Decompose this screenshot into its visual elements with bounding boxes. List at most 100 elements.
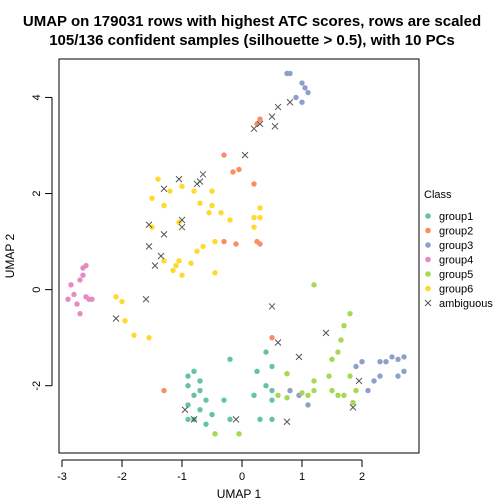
legend-item-group3: group3 bbox=[425, 240, 473, 252]
point-group6 bbox=[122, 318, 128, 324]
point-group1 bbox=[251, 392, 257, 399]
point-group1 bbox=[185, 402, 191, 408]
point-group4 bbox=[65, 296, 71, 302]
point-group3 bbox=[305, 402, 311, 408]
point-group3 bbox=[401, 368, 407, 375]
point-group1 bbox=[221, 397, 227, 403]
point-group6 bbox=[161, 258, 167, 264]
point-group6 bbox=[113, 294, 119, 300]
point-group2 bbox=[257, 241, 263, 247]
point-group4 bbox=[71, 291, 77, 298]
point-ambiguous bbox=[145, 243, 153, 250]
point-group3 bbox=[353, 363, 359, 370]
point-group1 bbox=[203, 397, 209, 403]
point-group6 bbox=[191, 188, 197, 194]
point-group2 bbox=[236, 166, 242, 173]
point-ambiguous bbox=[256, 120, 264, 128]
point-ambiguous bbox=[160, 231, 168, 238]
legend-marker bbox=[425, 227, 431, 234]
legend-label: ambiguous bbox=[439, 298, 493, 310]
point-group5 bbox=[353, 387, 359, 394]
y-tick-label: 0 bbox=[31, 287, 43, 293]
legend: Class group1 group2 group3 group4 group5 group… bbox=[424, 189, 493, 310]
point-group4 bbox=[89, 296, 95, 302]
legend-item-group2: group2 bbox=[425, 226, 473, 238]
point-ambiguous bbox=[151, 262, 159, 269]
point-group5 bbox=[338, 337, 344, 343]
point-ambiguous bbox=[178, 216, 186, 224]
point-group2 bbox=[161, 387, 167, 394]
point-group3 bbox=[302, 85, 308, 91]
point-group3 bbox=[401, 354, 407, 360]
point-group6 bbox=[176, 258, 182, 264]
point-group5 bbox=[311, 378, 317, 384]
point-group1 bbox=[197, 378, 203, 384]
y-tick-label: 2 bbox=[31, 190, 43, 196]
point-group6 bbox=[212, 270, 218, 276]
point-group4 bbox=[68, 282, 74, 288]
point-ambiguous bbox=[268, 303, 276, 310]
point-group5 bbox=[326, 373, 332, 379]
point-group3 bbox=[359, 359, 365, 365]
point-group5 bbox=[236, 431, 242, 437]
point-group5 bbox=[212, 431, 218, 437]
point-group1 bbox=[269, 397, 275, 403]
point-group6 bbox=[173, 262, 179, 269]
point-group6 bbox=[206, 210, 212, 216]
point-group5 bbox=[341, 322, 347, 329]
point-group3 bbox=[293, 94, 299, 101]
point-ambiguous bbox=[268, 113, 276, 121]
point-group6 bbox=[212, 238, 218, 245]
point-group5 bbox=[350, 399, 356, 406]
x-tick-label: 0 bbox=[239, 471, 245, 483]
data-points bbox=[65, 70, 407, 437]
point-group3 bbox=[287, 387, 293, 394]
legend-marker bbox=[425, 271, 431, 277]
point-group6 bbox=[167, 188, 173, 194]
y-axis-label: UMAP 2 bbox=[3, 233, 17, 278]
point-group4 bbox=[77, 277, 83, 283]
point-group2 bbox=[230, 169, 236, 175]
y-tick-label: -2 bbox=[31, 381, 43, 391]
legend-item-group5: group5 bbox=[425, 269, 473, 281]
legend-item-ambiguous: ambiguous bbox=[424, 298, 493, 310]
point-ambiguous bbox=[175, 175, 183, 183]
point-ambiguous bbox=[355, 377, 363, 385]
legend-label: group3 bbox=[439, 240, 473, 252]
point-group2 bbox=[221, 238, 227, 245]
x-tick-label: 1 bbox=[299, 471, 305, 483]
point-group3 bbox=[377, 359, 383, 365]
point-group1 bbox=[263, 349, 269, 355]
point-ambiguous bbox=[193, 180, 201, 188]
point-group2 bbox=[269, 334, 275, 341]
point-group6 bbox=[146, 334, 152, 341]
point-group5 bbox=[335, 392, 341, 399]
point-ambiguous bbox=[349, 404, 357, 411]
point-ambiguous bbox=[112, 315, 120, 322]
legend-marker bbox=[425, 213, 431, 219]
point-group6 bbox=[209, 188, 215, 194]
point-ambiguous bbox=[286, 98, 294, 106]
point-group1 bbox=[185, 416, 191, 423]
point-ambiguous bbox=[232, 416, 240, 423]
point-group6 bbox=[257, 205, 263, 211]
point-group3 bbox=[389, 354, 395, 360]
point-ambiguous bbox=[199, 170, 207, 178]
y-axis: -2 0 2 4 bbox=[31, 94, 53, 391]
x-tick-label: -2 bbox=[117, 471, 127, 483]
point-group2 bbox=[221, 152, 227, 158]
legend-label: group5 bbox=[439, 269, 473, 281]
point-ambiguous bbox=[274, 103, 282, 111]
point-ambiguous bbox=[250, 125, 258, 133]
point-group4 bbox=[77, 310, 83, 317]
legend-marker bbox=[425, 285, 431, 292]
point-ambiguous bbox=[145, 221, 153, 229]
plot-frame bbox=[58, 58, 420, 454]
point-group5 bbox=[311, 387, 317, 394]
point-group1 bbox=[269, 387, 275, 394]
point-group6 bbox=[251, 214, 257, 221]
point-group6 bbox=[179, 183, 185, 190]
point-group1 bbox=[254, 368, 260, 375]
point-group5 bbox=[311, 282, 317, 288]
point-group5 bbox=[341, 392, 347, 399]
